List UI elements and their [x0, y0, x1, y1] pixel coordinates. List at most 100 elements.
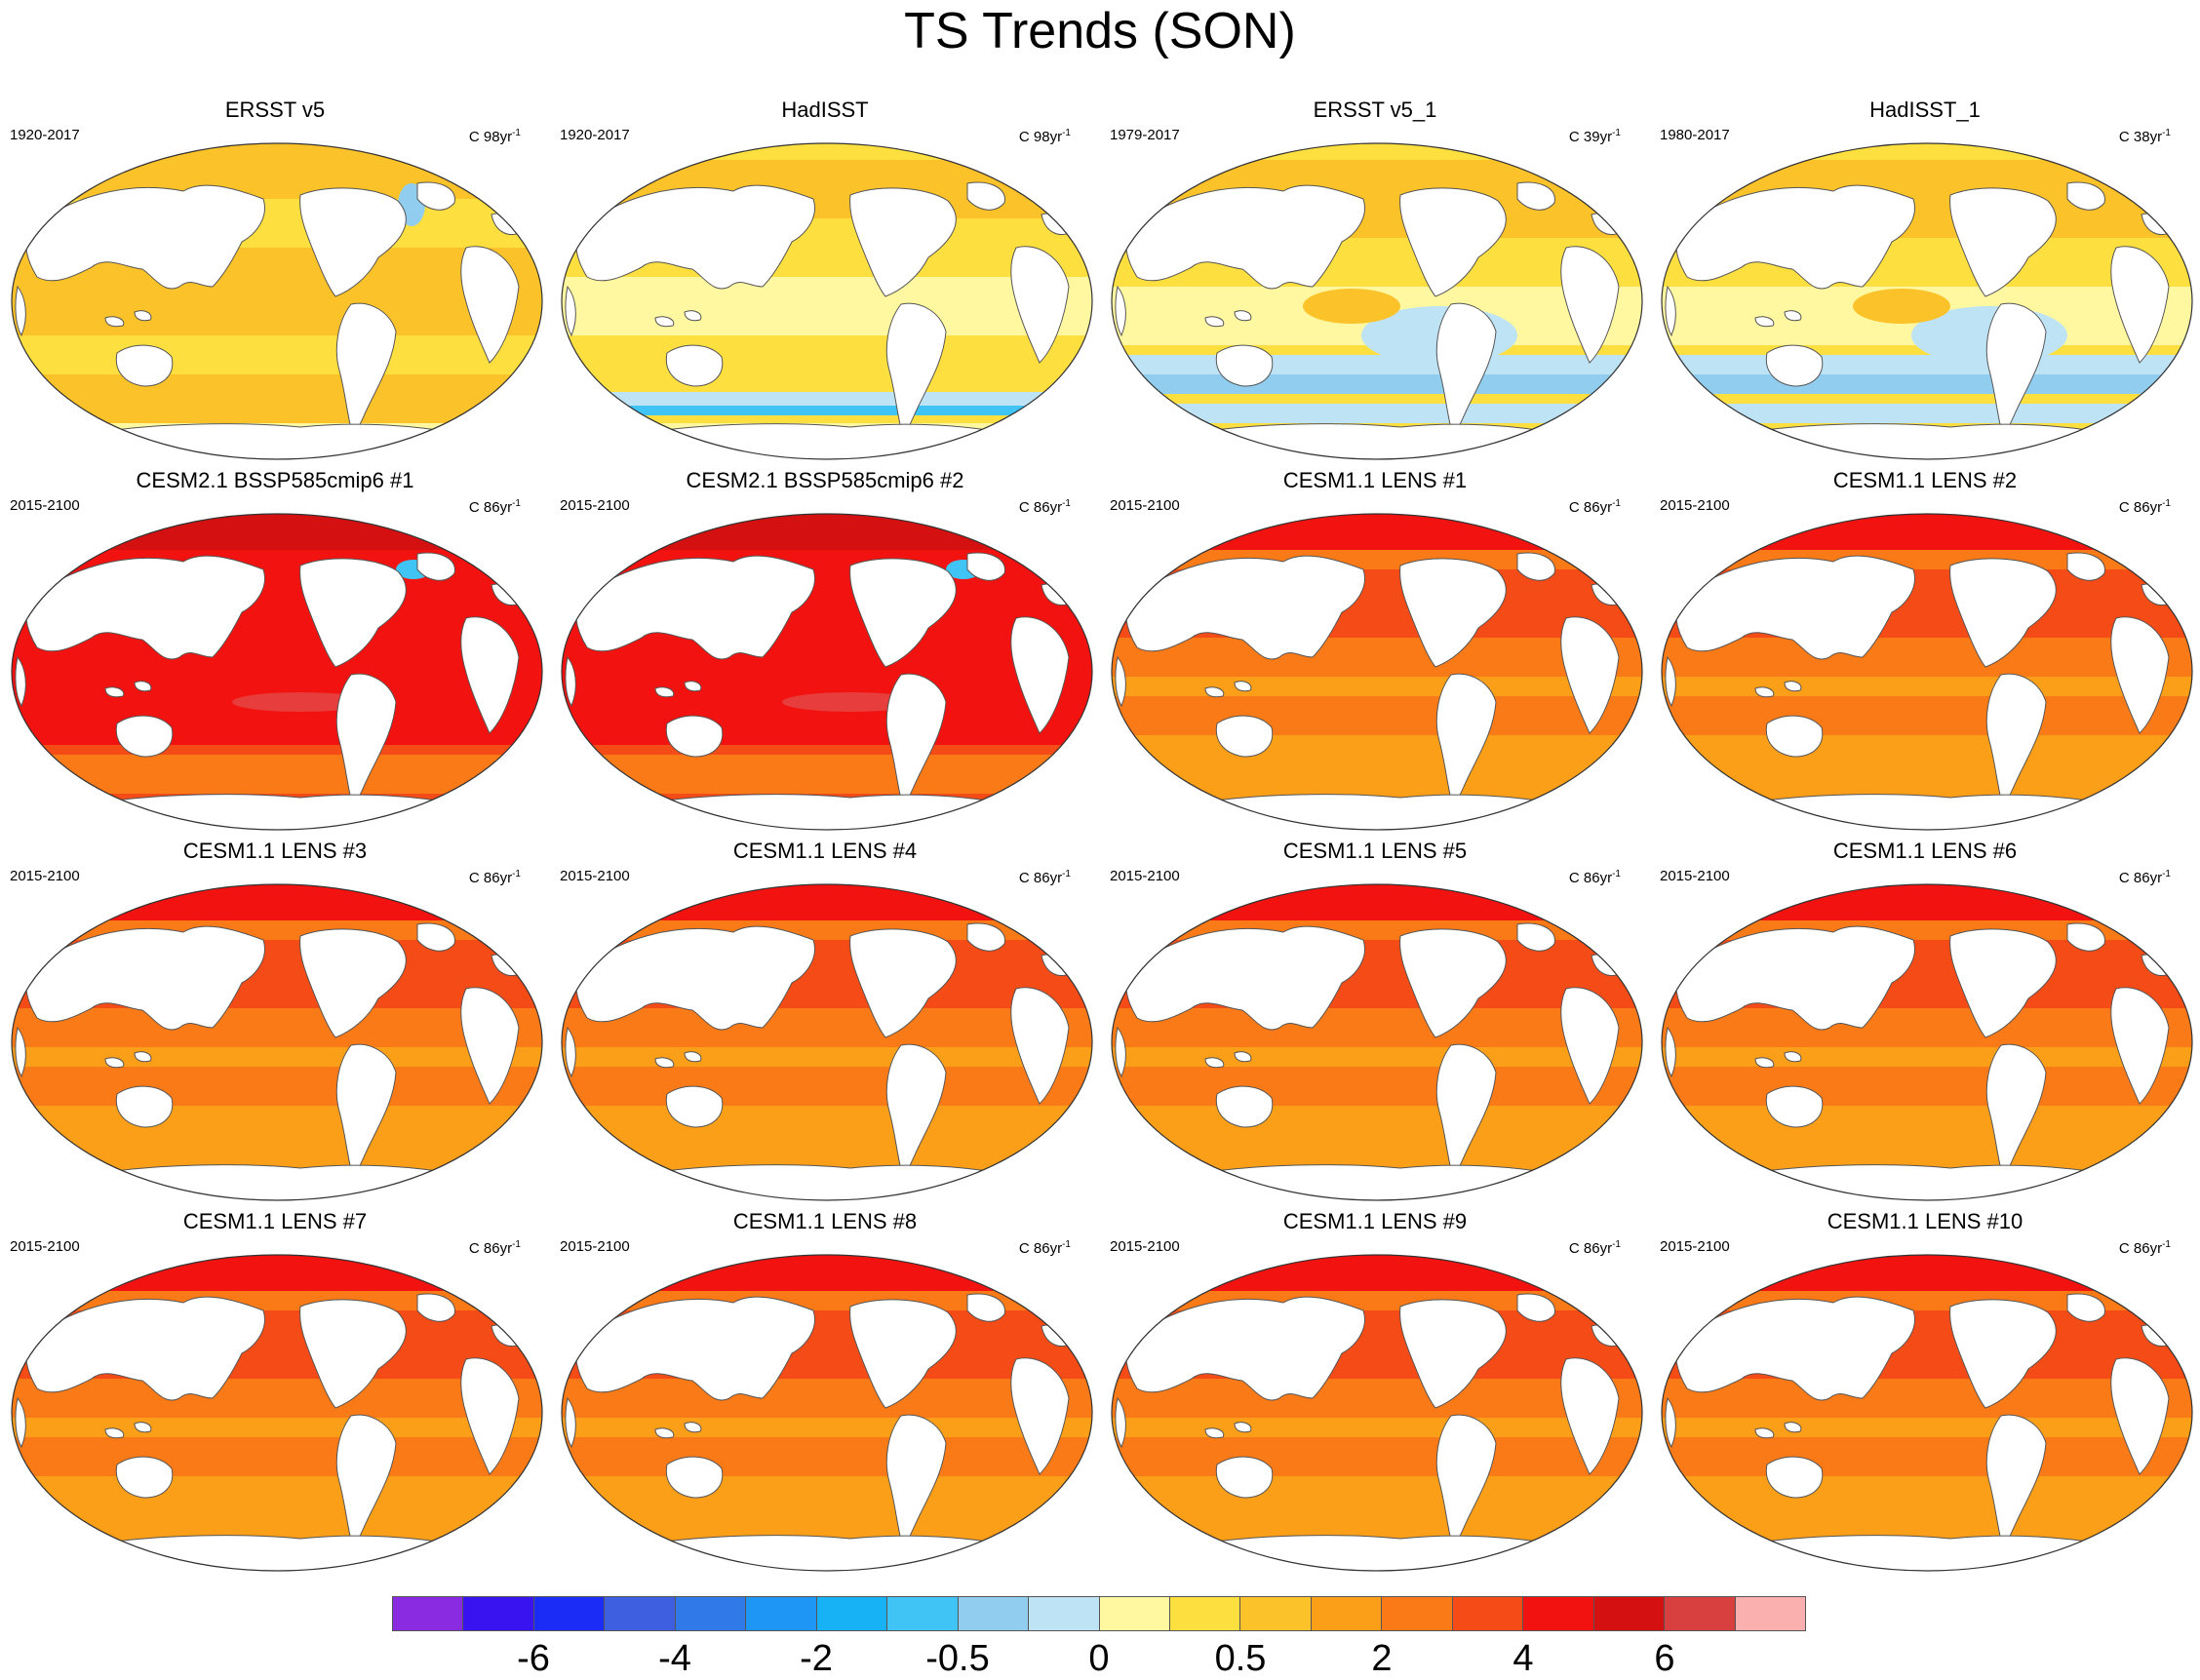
trend-band [562, 755, 1092, 794]
land-mass [574, 925, 815, 1031]
panel-units: C 86yr-1 [2119, 495, 2171, 517]
land-mass [1399, 928, 1507, 1038]
panel-units: C 86yr-1 [1569, 866, 1621, 887]
land-mass [1115, 1396, 1126, 1449]
land-mass [94, 1535, 468, 1571]
land-mass [1124, 555, 1365, 660]
land-mass [335, 1043, 397, 1179]
land-mass [885, 1043, 947, 1179]
land-mass [1665, 285, 1676, 337]
panel-title: CESM1.1 LENS #7 [182, 1209, 368, 1233]
trend-band [12, 514, 542, 550]
land-mass [574, 184, 815, 290]
land-mass [1985, 673, 2047, 808]
world-map [1661, 883, 2193, 1201]
trend-band [562, 406, 1092, 415]
trend-band [1112, 1437, 1642, 1476]
panel-units: C 86yr-1 [2119, 866, 2171, 887]
land-mass [104, 1057, 125, 1069]
panel-period: 1979-2017 [1110, 127, 1180, 143]
panel-title: HadISST_1 [1869, 98, 1981, 122]
land-mass [299, 1299, 407, 1409]
land-mass [665, 344, 724, 387]
world-map [11, 142, 543, 460]
land-mass [1215, 344, 1274, 387]
map-boundary [1661, 1254, 2193, 1572]
page-title: TS Trends (SON) [904, 3, 1296, 59]
trend-band [12, 884, 542, 920]
map-field [1662, 884, 2192, 1200]
colorbar-swatch [1382, 1597, 1453, 1630]
panel-period: 2015-2100 [1110, 1238, 1180, 1255]
map-boundary [1111, 142, 1643, 460]
map-boundary [11, 513, 543, 831]
colorbar-swatch [816, 1597, 888, 1630]
land-mass [644, 423, 1018, 459]
land-mass [684, 310, 702, 322]
land-mass [1784, 1051, 1802, 1063]
panel-title: CESM1.1 LENS #3 [182, 839, 368, 863]
land-mass [574, 1296, 815, 1401]
warming-spot [1853, 289, 1950, 324]
land-mass [1784, 1422, 1802, 1433]
land-mass [1744, 794, 2118, 830]
land-mass [2066, 181, 2105, 211]
world-map [561, 883, 1093, 1201]
land-mass [1949, 187, 2057, 297]
land-mass [565, 285, 576, 337]
units-exponent: -1 [512, 498, 521, 509]
panel-period: 2015-2100 [560, 497, 630, 514]
colorbar-swatch [605, 1597, 676, 1630]
land-mass [1784, 310, 1802, 322]
land-mass [849, 187, 957, 297]
units-base: C 86yr [468, 499, 513, 516]
trend-band [1662, 374, 2192, 394]
land-mass [1399, 187, 1507, 297]
land-mass [1949, 1299, 2057, 1409]
map-field [1112, 1255, 1642, 1571]
land-mass [416, 552, 455, 581]
land-mass [1985, 302, 2047, 438]
warming-spot [1303, 289, 1400, 324]
land-mass [1560, 246, 1620, 364]
land-mass [460, 1357, 520, 1475]
map-field [1662, 143, 2192, 459]
land-mass [115, 1085, 174, 1128]
land-mass [1754, 686, 1775, 698]
units-base: C 39yr [1568, 129, 1613, 145]
land-mass [115, 1456, 174, 1499]
panel-period: 2015-2100 [1660, 497, 1730, 514]
land-mass [665, 715, 724, 758]
colorbar-swatch [1029, 1597, 1100, 1630]
panel-period: 2015-2100 [1110, 497, 1180, 514]
trend-band [562, 1067, 1092, 1106]
units-base: C 86yr [1568, 1240, 1613, 1257]
land-mass [654, 1427, 675, 1439]
colorbar-swatch [746, 1597, 817, 1630]
land-mass [849, 928, 957, 1038]
units-exponent: -1 [2162, 1239, 2171, 1250]
trend-band [1662, 404, 2192, 423]
land-mass [1516, 1293, 1555, 1322]
map-panel: CESM1.1 LENS #6 2015-2100 C 86yr-1 [1650, 839, 2200, 1209]
map-boundary [11, 142, 543, 460]
land-mass [134, 681, 152, 692]
colorbar-swatch [1593, 1597, 1666, 1630]
land-mass [2066, 1293, 2105, 1322]
land-mass [1215, 1085, 1274, 1128]
land-mass [1435, 1043, 1497, 1179]
units-exponent: -1 [1612, 1239, 1621, 1250]
panel-period: 2015-2100 [10, 497, 80, 514]
land-mass [134, 1422, 152, 1433]
land-mass [15, 655, 26, 708]
land-mass [1194, 423, 1568, 459]
land-mass [654, 316, 675, 328]
land-mass [460, 616, 520, 734]
land-mass [1765, 715, 1824, 758]
land-mass [1665, 655, 1676, 708]
land-mass [1560, 987, 1620, 1105]
trend-band [562, 277, 1092, 335]
world-map [11, 1254, 543, 1572]
units-base: C 38yr [2118, 129, 2163, 145]
panel-units: C 98yr-1 [469, 125, 521, 146]
